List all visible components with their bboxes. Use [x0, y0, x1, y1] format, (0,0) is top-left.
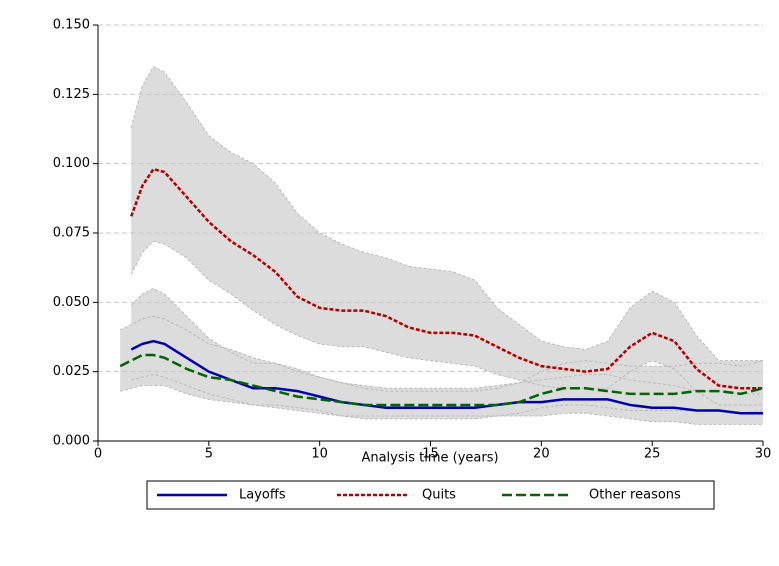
y-tick-label: 0.100: [53, 156, 90, 171]
x-axis-label: Analysis time (years): [361, 451, 498, 466]
legend-box: [146, 480, 715, 510]
confidence-band: [131, 66, 763, 405]
band-edge: [130, 287, 763, 395]
x-tick-label: 15: [422, 447, 439, 462]
y-tick-label: 0.075: [53, 226, 90, 241]
y-tick-label: 0.050: [53, 295, 90, 310]
x-tick-label: 20: [533, 447, 550, 462]
band-edge: [130, 65, 763, 362]
legend-label: Layoffs: [239, 488, 286, 503]
legend-label: Quits: [422, 488, 456, 503]
x-tick-label: 25: [644, 447, 661, 462]
band-edge: [131, 373, 763, 425]
series-line: [130, 167, 763, 390]
y-tick-label: 0.000: [53, 434, 90, 449]
legend: Layoffs Quits Other reasons: [146, 480, 715, 510]
band-edge: [119, 315, 764, 389]
legend-label: Other reasons: [589, 488, 681, 503]
y-tick-label: 0.125: [53, 87, 90, 102]
y-tick-label: 0.025: [53, 364, 90, 379]
series-line: [130, 339, 763, 415]
series-line: [119, 353, 764, 407]
y-tick-label: 0.150: [53, 18, 90, 33]
x-tick-label: 10: [311, 447, 328, 462]
x-tick-label: 0: [94, 447, 102, 462]
band-edge: [130, 240, 763, 406]
x-tick-label: 5: [205, 447, 213, 462]
x-tick-label: 30: [755, 447, 772, 462]
band-edge: [120, 385, 764, 417]
